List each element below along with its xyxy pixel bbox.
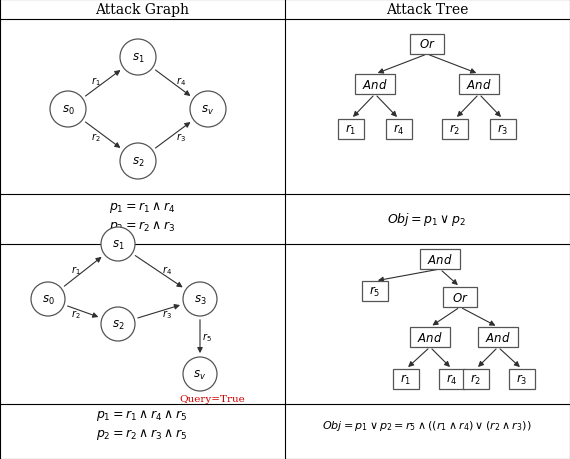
Text: $r_4$: $r_4$	[176, 75, 186, 88]
Text: $Obj = p_1 \vee p_2 = r_5 \wedge ((r_1 \wedge r_4) \vee (r_2 \wedge r_3))$: $Obj = p_1 \vee p_2 = r_5 \wedge ((r_1 \…	[322, 418, 532, 432]
FancyBboxPatch shape	[478, 327, 518, 347]
Text: $p_1 = r_1 \wedge r_4$: $p_1 = r_1 \wedge r_4$	[109, 200, 175, 215]
Text: $And$: $And$	[417, 330, 443, 344]
Circle shape	[120, 144, 156, 179]
Text: $And$: $And$	[362, 78, 388, 92]
Circle shape	[101, 228, 135, 262]
Text: $r_2$: $r_2$	[71, 308, 81, 320]
Text: $s_2$: $s_2$	[112, 318, 124, 331]
Text: $r_4$: $r_4$	[446, 372, 458, 386]
Text: $s_v$: $s_v$	[193, 368, 206, 381]
Text: Attack Graph: Attack Graph	[95, 3, 189, 17]
FancyBboxPatch shape	[463, 369, 489, 389]
Text: $p_1 = r_1 \wedge r_4 \wedge r_5$: $p_1 = r_1 \wedge r_4 \wedge r_5$	[96, 408, 188, 423]
Text: $r_4$: $r_4$	[393, 123, 405, 137]
FancyBboxPatch shape	[355, 75, 395, 95]
Circle shape	[50, 92, 86, 128]
FancyBboxPatch shape	[386, 120, 412, 140]
FancyBboxPatch shape	[442, 120, 468, 140]
FancyBboxPatch shape	[439, 369, 465, 389]
Text: $And$: $And$	[485, 330, 511, 344]
Text: $s_v$: $s_v$	[201, 103, 214, 116]
Text: $r_2$: $r_2$	[91, 131, 101, 144]
Circle shape	[183, 282, 217, 316]
FancyBboxPatch shape	[443, 287, 477, 308]
Circle shape	[183, 357, 217, 391]
Text: $r_3$: $r_3$	[176, 131, 186, 144]
Text: $r_2$: $r_2$	[470, 372, 482, 386]
Text: $Or$: $Or$	[451, 291, 469, 304]
Circle shape	[101, 308, 135, 341]
Text: $s_3$: $s_3$	[194, 293, 206, 306]
Text: $r_1$: $r_1$	[400, 372, 412, 386]
Text: Attack Tree: Attack Tree	[386, 3, 468, 17]
Text: $s_0$: $s_0$	[62, 103, 74, 116]
FancyBboxPatch shape	[410, 35, 444, 55]
Text: $r_5$: $r_5$	[369, 284, 381, 298]
FancyBboxPatch shape	[362, 281, 388, 302]
Circle shape	[190, 92, 226, 128]
Text: $r_3$: $r_3$	[162, 308, 172, 320]
FancyBboxPatch shape	[490, 120, 516, 140]
Text: $r_2$: $r_2$	[449, 123, 461, 137]
Text: $r_1$: $r_1$	[91, 75, 101, 88]
FancyBboxPatch shape	[420, 249, 460, 269]
FancyBboxPatch shape	[410, 327, 450, 347]
Text: $r_3$: $r_3$	[516, 372, 528, 386]
Text: Query=True: Query=True	[179, 395, 245, 403]
Text: $r_1$: $r_1$	[345, 123, 357, 137]
Text: $s_1$: $s_1$	[132, 51, 144, 64]
Text: $And$: $And$	[466, 78, 492, 92]
FancyBboxPatch shape	[459, 75, 499, 95]
Text: $And$: $And$	[427, 252, 453, 266]
Text: $s_2$: $s_2$	[132, 155, 144, 168]
Text: $Obj = p_1 \vee p_2$: $Obj = p_1 \vee p_2$	[388, 211, 466, 228]
FancyBboxPatch shape	[338, 120, 364, 140]
Text: $p_2 = r_2 \wedge r_3$: $p_2 = r_2 \wedge r_3$	[109, 219, 175, 234]
Circle shape	[31, 282, 65, 316]
FancyBboxPatch shape	[509, 369, 535, 389]
Text: $r_4$: $r_4$	[162, 263, 172, 276]
Circle shape	[120, 40, 156, 76]
Text: $r_3$: $r_3$	[497, 123, 508, 137]
FancyBboxPatch shape	[393, 369, 419, 389]
Text: $r_5$: $r_5$	[202, 330, 212, 343]
Text: $s_0$: $s_0$	[42, 293, 54, 306]
Text: $p_2 = r_2 \wedge r_3 \wedge r_5$: $p_2 = r_2 \wedge r_3 \wedge r_5$	[96, 426, 188, 442]
Text: $Or$: $Or$	[418, 39, 435, 51]
Text: $s_1$: $s_1$	[112, 238, 124, 251]
Text: $r_1$: $r_1$	[71, 263, 81, 276]
